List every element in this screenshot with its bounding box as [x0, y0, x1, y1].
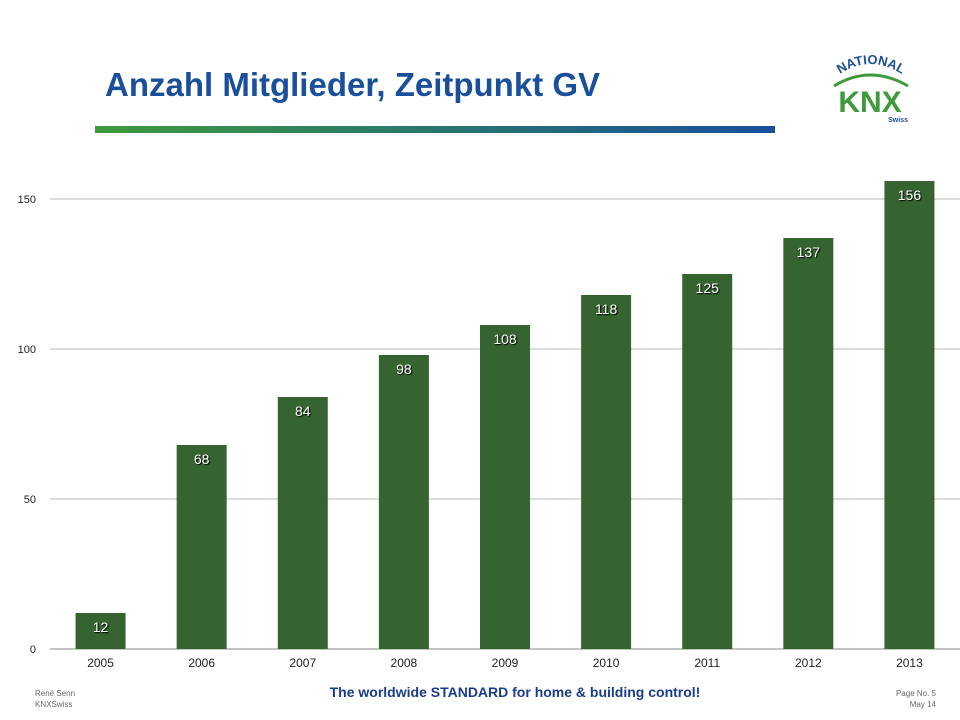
footer-date: May 14: [909, 700, 936, 709]
footer-slogan: The worldwide STANDARD for home & buildi…: [329, 684, 701, 700]
logo-swiss-text: Swiss: [888, 117, 908, 124]
bar-2008: [378, 355, 429, 649]
x-tick-label-2011: 2011: [694, 656, 720, 670]
footer-author-block: René Senn KNXSwiss: [35, 688, 75, 710]
data-label-2012: 137: [797, 244, 821, 260]
logo-knx-text: KNX: [838, 86, 901, 119]
bar-2006: [176, 445, 227, 649]
y-tick-label: 0: [30, 644, 36, 656]
bar-2012: [783, 238, 834, 649]
x-tick-label-2006: 2006: [188, 656, 215, 670]
bar-2007: [277, 397, 328, 649]
x-tick-label-2012: 2012: [795, 656, 822, 670]
logo-green-arc: [833, 73, 909, 88]
data-label-2006: 68: [194, 451, 210, 467]
footer-author: René Senn: [35, 689, 76, 698]
x-tick-label-2013: 2013: [896, 656, 923, 670]
knx-swiss-logo: NATIONAL KNX Swiss: [833, 52, 909, 124]
data-label-2008: 98: [396, 361, 412, 377]
data-label-2005: 12: [93, 619, 109, 635]
bar-2011: [682, 274, 733, 649]
footer-page-block: Page No. 5 May 14: [896, 688, 936, 710]
data-label-2010: 118: [595, 301, 618, 317]
footer-page-number: Page No. 5: [895, 689, 936, 698]
data-label-2009: 108: [493, 331, 517, 347]
x-tick-label-2009: 2009: [492, 656, 519, 670]
bar-2009: [480, 325, 530, 649]
x-tick-label-2005: 2005: [87, 656, 114, 670]
bar-2013: [884, 181, 935, 649]
bar-chart: 0 50 100 150 12 2005 68 2006 84 2007 98 2008 108 2009…: [18, 181, 960, 670]
y-tick-label: 50: [24, 494, 36, 506]
y-tick-label: 100: [18, 344, 36, 356]
page-title: Anzahl Mitglieder, Zeitpunkt GV: [105, 66, 601, 103]
x-tick-label-2007: 2007: [289, 656, 316, 670]
y-tick-label: 150: [18, 194, 36, 206]
footer-organization: KNXSwiss: [35, 700, 73, 709]
bar-2010: [581, 295, 632, 649]
data-label-2011: 125: [696, 280, 720, 296]
logo-national-text: NATIONAL: [834, 52, 908, 77]
data-label-2007: 84: [295, 403, 311, 419]
bar-2005: [75, 613, 126, 649]
title-underline: [95, 126, 775, 133]
x-tick-label-2010: 2010: [593, 656, 620, 670]
data-label-2013: 156: [898, 187, 922, 203]
x-tick-label-2008: 2008: [391, 656, 418, 670]
